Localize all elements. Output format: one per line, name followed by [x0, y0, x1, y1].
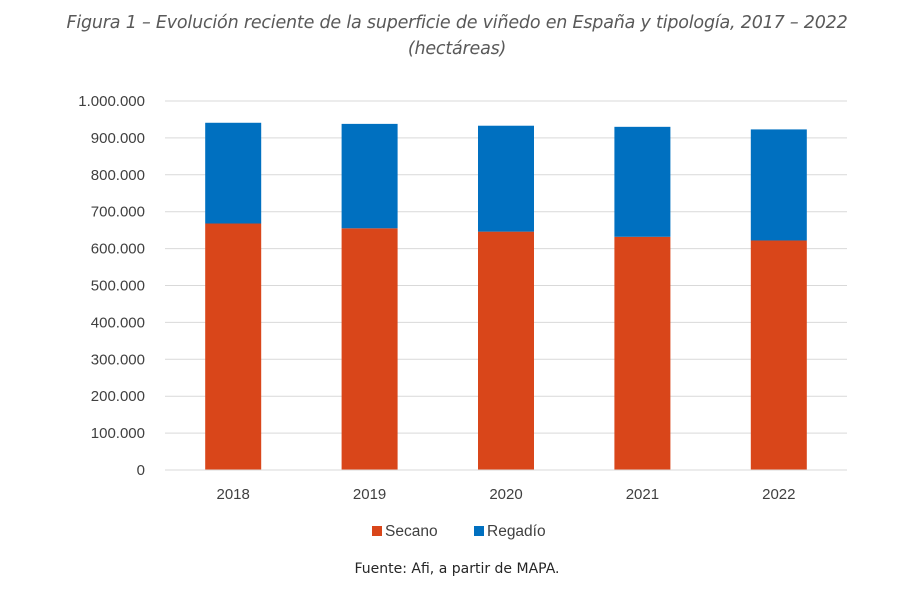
figure-title-line1: Figura 1 – Evolución reciente de la supe…: [66, 13, 848, 33]
legend-label: Regadío: [487, 523, 546, 540]
y-tick-label: 700.000: [91, 204, 145, 221]
y-tick-label: 600.000: [91, 241, 145, 258]
axes: 0 100.000 200.000 300.000 400.000 500.000 600.…: [78, 93, 847, 503]
bar-secano-2020: [478, 231, 534, 470]
bar-secano-2021: [614, 236, 671, 470]
legend-swatch-regado: [474, 526, 484, 536]
bar-regado-2021: [614, 126, 671, 237]
y-tick-label: 500.000: [91, 278, 145, 295]
y-tick-label: 800.000: [91, 167, 145, 184]
bar-regado-2020: [478, 125, 534, 232]
x-tick-label: 2021: [626, 486, 659, 503]
y-tick-label: 300.000: [91, 351, 145, 368]
y-tick-label: 0: [137, 462, 145, 479]
figure-title: Figura 1 – Evolución reciente de la supe…: [0, 10, 914, 62]
x-tick-label: 2019: [353, 486, 386, 503]
legend-label: Secano: [385, 523, 438, 540]
y-tick-label: 900.000: [91, 130, 145, 147]
y-tick-label: 200.000: [91, 388, 145, 405]
legend-swatch-secano: [372, 526, 382, 536]
bar-regado-2019: [341, 123, 398, 229]
bars: [205, 122, 807, 470]
bar-secano-2018: [205, 223, 262, 470]
figure-title-line2: (hectáreas): [407, 39, 507, 59]
y-tick-label: 400.000: [91, 314, 145, 331]
bar-secano-2019: [341, 228, 398, 470]
x-tick-label: 2022: [762, 486, 795, 503]
legend: Secano Regadío: [372, 523, 546, 540]
y-tick-label: 100.000: [91, 425, 145, 442]
x-tick-label: 2020: [489, 486, 522, 503]
figure-source: Fuente: Afi, a partir de MAPA.: [354, 561, 560, 577]
bar-regado-2018: [205, 122, 262, 224]
bar-secano-2022: [750, 240, 807, 470]
bar-regado-2022: [750, 129, 807, 241]
y-tick-label: 1.000.000: [78, 93, 145, 110]
x-tick-label: 2018: [217, 486, 250, 503]
